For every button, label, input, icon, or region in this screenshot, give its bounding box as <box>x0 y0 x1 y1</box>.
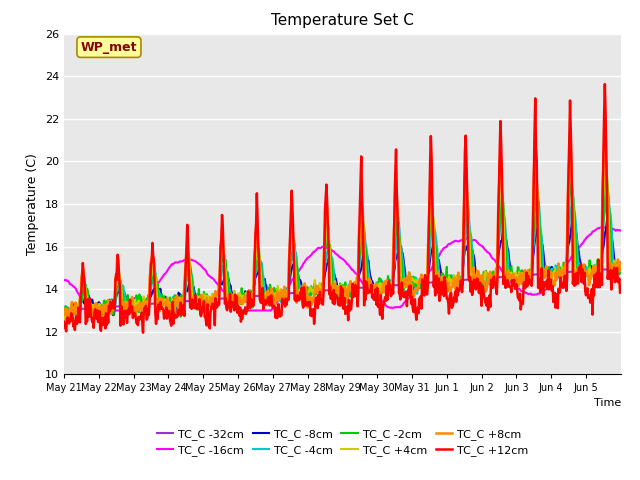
Text: WP_met: WP_met <box>81 41 137 54</box>
Legend: TC_C -32cm, TC_C -16cm, TC_C -8cm, TC_C -4cm, TC_C -2cm, TC_C +4cm, TC_C +8cm, T: TC_C -32cm, TC_C -16cm, TC_C -8cm, TC_C … <box>152 424 532 460</box>
Y-axis label: Temperature (C): Temperature (C) <box>26 153 39 255</box>
Title: Temperature Set C: Temperature Set C <box>271 13 414 28</box>
Text: Time: Time <box>593 398 621 408</box>
